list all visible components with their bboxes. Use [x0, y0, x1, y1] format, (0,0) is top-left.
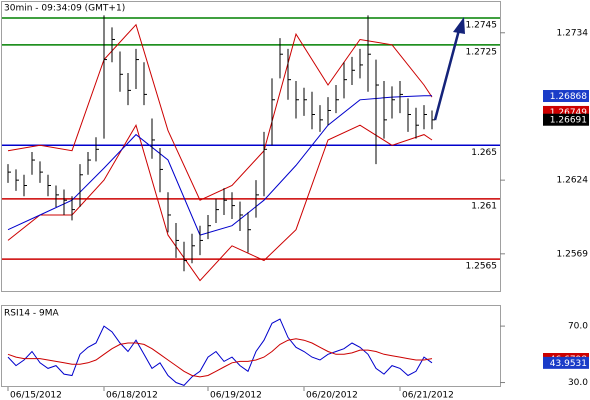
- arrow-shaft: [433, 29, 461, 121]
- x-tick-label: 06/20/2012: [306, 391, 358, 400]
- value-tag: [543, 113, 589, 126]
- level-label: 1.2565: [466, 262, 498, 272]
- rsi-panel-frame: [1, 305, 501, 387]
- value-tag: [543, 356, 589, 369]
- value-tag: [543, 90, 589, 103]
- band-line: [7, 123, 433, 282]
- x-tick-label: 06/19/2012: [210, 391, 262, 400]
- y-tick-label: 30.0: [568, 378, 588, 388]
- x-tick-label: 06/18/2012: [106, 391, 158, 400]
- y-tick-label: 1.2734: [557, 28, 589, 38]
- y-tick-label: 70.0: [568, 322, 588, 332]
- level-label: 1.2725: [466, 47, 498, 57]
- indicator-line: [7, 318, 433, 386]
- level-label: 1.261: [471, 201, 497, 211]
- value-tag-label: 1.26691: [550, 116, 587, 126]
- value-tag-label: 1.26749: [550, 108, 587, 118]
- level-label: 1.2745: [466, 21, 498, 31]
- arrow-head: [453, 17, 465, 34]
- value-tag-label: 1.26868: [550, 92, 587, 102]
- level-label: 1.265: [471, 148, 497, 158]
- trend-arrow: [433, 17, 465, 121]
- band-line: [7, 23, 433, 201]
- price-panel-frame: [1, 1, 501, 292]
- rsi-title: RSI14 - 9MA: [4, 309, 60, 319]
- x-tick-label: 06/21/2012: [402, 391, 454, 400]
- y-tick-label: 1.2569: [557, 249, 589, 259]
- y-tick-label: 1.2624: [557, 176, 589, 186]
- indicator-line: [7, 338, 433, 378]
- x-tick-label: 06/15/2012: [10, 391, 62, 400]
- value-tag-label: 43.9531: [550, 359, 587, 369]
- band-line: [7, 95, 432, 236]
- chart-title: 30min - 09:34:09 (GMT+1): [4, 4, 125, 14]
